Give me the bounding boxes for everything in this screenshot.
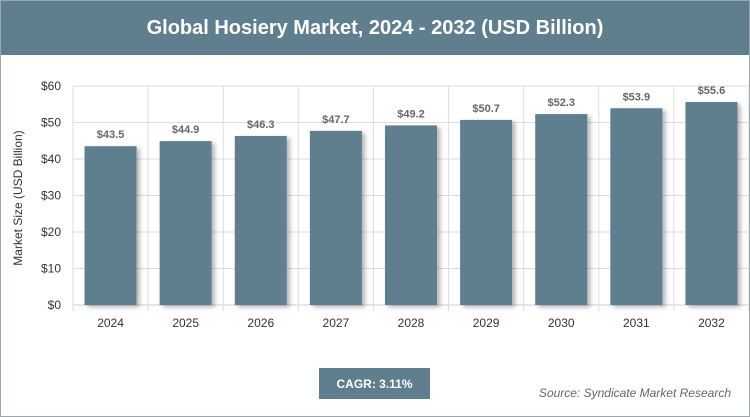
data-label: $46.3 [247, 119, 275, 131]
chart-header: Global Hosiery Market, 2024 - 2032 (USD … [1, 1, 749, 55]
data-label: $50.7 [472, 103, 500, 115]
bar-2026 [234, 136, 287, 305]
y-tick-label: $50 [41, 116, 61, 130]
x-tick-label: 2031 [623, 316, 650, 330]
x-tick-label: 2028 [398, 316, 425, 330]
bar-2030 [535, 114, 588, 305]
data-label: $49.2 [397, 108, 425, 120]
data-label: $44.9 [172, 124, 200, 136]
bar-2025 [159, 141, 212, 305]
y-axis-title: Market Size (USD Billion) [11, 130, 25, 265]
y-tick-label: $10 [41, 262, 61, 276]
cagr-badge: CAGR: 3.11% [319, 368, 430, 399]
data-label: $52.3 [547, 97, 575, 109]
y-tick-label: $20 [41, 225, 61, 239]
y-tick-label: $40 [41, 152, 61, 166]
y-tick-label: $60 [41, 79, 61, 93]
x-tick-label: 2025 [172, 316, 199, 330]
x-tick-label: 2024 [97, 316, 124, 330]
bar-2031 [610, 108, 663, 305]
y-tick-label: $30 [41, 189, 61, 203]
y-tick-label: $0 [48, 298, 62, 312]
source-note: Source: Syndicate Market Research [538, 386, 731, 400]
data-label: $55.6 [698, 85, 726, 97]
bar-2029 [460, 119, 513, 305]
bar-2032 [685, 102, 738, 305]
bar-layer [84, 102, 738, 305]
data-label: $47.7 [322, 114, 350, 126]
x-tick-label: 2029 [473, 316, 500, 330]
x-tick-label: 2030 [548, 316, 575, 330]
x-tick-label: 2026 [247, 316, 274, 330]
data-label: $53.9 [623, 91, 651, 103]
bar-2027 [309, 130, 362, 305]
x-tick-label: 2027 [323, 316, 350, 330]
bar-2028 [385, 125, 437, 305]
data-label: $43.5 [97, 129, 125, 141]
bar-2024 [84, 146, 137, 305]
label-layer: $0 $10 $20 $30 $40 $50 $60 $43.5 2024 $44.9 2025 $4… [41, 79, 725, 330]
chart-title: Global Hosiery Market, 2024 - 2032 (USD … [146, 16, 604, 39]
bar-chart: $0 $10 $20 $30 $40 $50 $60 $43.5 2024 $44.9 2025 $4… [11, 79, 749, 330]
x-tick-label: 2032 [698, 316, 725, 330]
